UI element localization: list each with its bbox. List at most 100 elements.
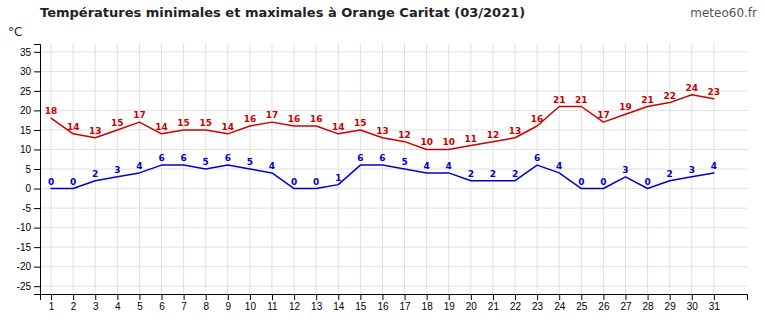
tick-label: 11 — [267, 301, 278, 312]
data-label: 21 — [553, 95, 566, 105]
data-label: 0 — [48, 177, 54, 187]
tick-mark — [449, 294, 450, 300]
tick-mark — [34, 169, 40, 170]
axis-line — [41, 295, 748, 301]
tick: 27 — [620, 294, 632, 312]
tick-label: 24 — [554, 301, 566, 312]
tick: 31 — [709, 294, 721, 312]
tick-mark — [493, 294, 494, 300]
line — [51, 165, 714, 188]
tick-label: 29 — [665, 301, 677, 312]
data-label: 4 — [556, 161, 562, 171]
tick-label: 31 — [709, 301, 721, 312]
data-label: 23 — [708, 87, 721, 97]
tick-mark — [537, 294, 538, 300]
tick-mark — [714, 294, 715, 300]
tick: 22 — [510, 294, 522, 312]
tick-label: 2 — [71, 301, 77, 312]
tick-mark — [427, 294, 428, 300]
tick-mark — [34, 247, 40, 248]
tick-label: 5 — [25, 164, 31, 175]
tick-label: 28 — [643, 301, 655, 312]
data-label: 16 — [310, 114, 323, 124]
tick-mark — [34, 52, 40, 53]
data-label: 15 — [177, 118, 190, 128]
grid-line-y — [40, 129, 747, 130]
tick-mark — [95, 294, 96, 300]
tick-mark — [360, 294, 361, 300]
tick-mark — [559, 294, 560, 300]
data-label: 3 — [114, 165, 120, 175]
tick: -15 — [17, 242, 40, 253]
data-label: 16 — [531, 114, 544, 124]
data-label: 14 — [155, 122, 168, 132]
data-label: 5 — [247, 157, 253, 167]
data-label: 0 — [70, 177, 76, 187]
tick-mark — [692, 294, 693, 300]
tick-mark — [405, 294, 406, 300]
tick-mark — [294, 294, 295, 300]
grid-line-y — [40, 188, 747, 189]
axis-line — [34, 45, 41, 295]
tick: 19 — [444, 294, 456, 312]
tick-mark — [382, 294, 383, 300]
data-label: 4 — [136, 161, 142, 171]
y-axis-label: °C — [8, 25, 22, 39]
grid-line-y — [40, 169, 747, 170]
tick-mark — [206, 294, 207, 300]
data-label: 3 — [689, 165, 695, 175]
tick-mark — [73, 294, 74, 300]
data-label: 2 — [512, 169, 518, 179]
tick: 5 — [137, 294, 143, 312]
tick: 9 — [226, 294, 232, 312]
tick-mark — [34, 71, 40, 72]
tick-label: 25 — [20, 86, 32, 97]
tick: 30 — [687, 294, 699, 312]
data-label: 17 — [133, 110, 146, 120]
tick: 24 — [554, 294, 566, 312]
data-label: 3 — [622, 165, 628, 175]
tick-label: 14 — [333, 301, 345, 312]
data-label: 0 — [578, 177, 584, 187]
tick: 15 — [355, 294, 367, 312]
data-label: 5 — [203, 157, 209, 167]
tick-mark — [34, 267, 40, 268]
tick-mark — [34, 91, 40, 92]
tick-label: 10 — [20, 144, 32, 155]
tick-mark — [471, 294, 472, 300]
grid — [40, 44, 747, 294]
data-label: 0 — [644, 177, 650, 187]
tick-label: -25 — [17, 281, 32, 292]
tick-mark — [117, 294, 118, 300]
data-label: 0 — [291, 177, 297, 187]
marks — [51, 95, 714, 189]
grid-line-y — [40, 51, 747, 52]
data-label: 2 — [92, 169, 98, 179]
tick-mark — [34, 286, 40, 287]
data-label: 21 — [575, 95, 588, 105]
data-label: 12 — [398, 130, 411, 140]
tick-mark — [515, 294, 516, 300]
data-label: 11 — [465, 134, 478, 144]
tick-label: -20 — [17, 261, 32, 272]
tick: 5 — [25, 164, 40, 175]
tick-mark — [184, 294, 185, 300]
data-label: 22 — [663, 91, 676, 101]
grid-line-y — [40, 110, 747, 111]
data-label: 10 — [442, 137, 455, 147]
data-label: 0 — [313, 177, 319, 187]
tick-mark — [648, 294, 649, 300]
data-label: 14 — [332, 122, 345, 132]
tick-label: 18 — [422, 301, 434, 312]
tick: 29 — [665, 294, 677, 312]
tick: 25 — [576, 294, 588, 312]
tick-label: 0 — [25, 183, 31, 194]
tick-label: 27 — [620, 301, 632, 312]
grid-line-y — [40, 149, 747, 150]
tick: 25 — [20, 86, 40, 97]
tick: 13 — [311, 294, 323, 312]
data-label: 1 — [335, 173, 341, 183]
tick-mark — [603, 294, 604, 300]
tick-label: 23 — [532, 301, 544, 312]
title: Températures minimales et maximales à Or… — [40, 5, 525, 20]
